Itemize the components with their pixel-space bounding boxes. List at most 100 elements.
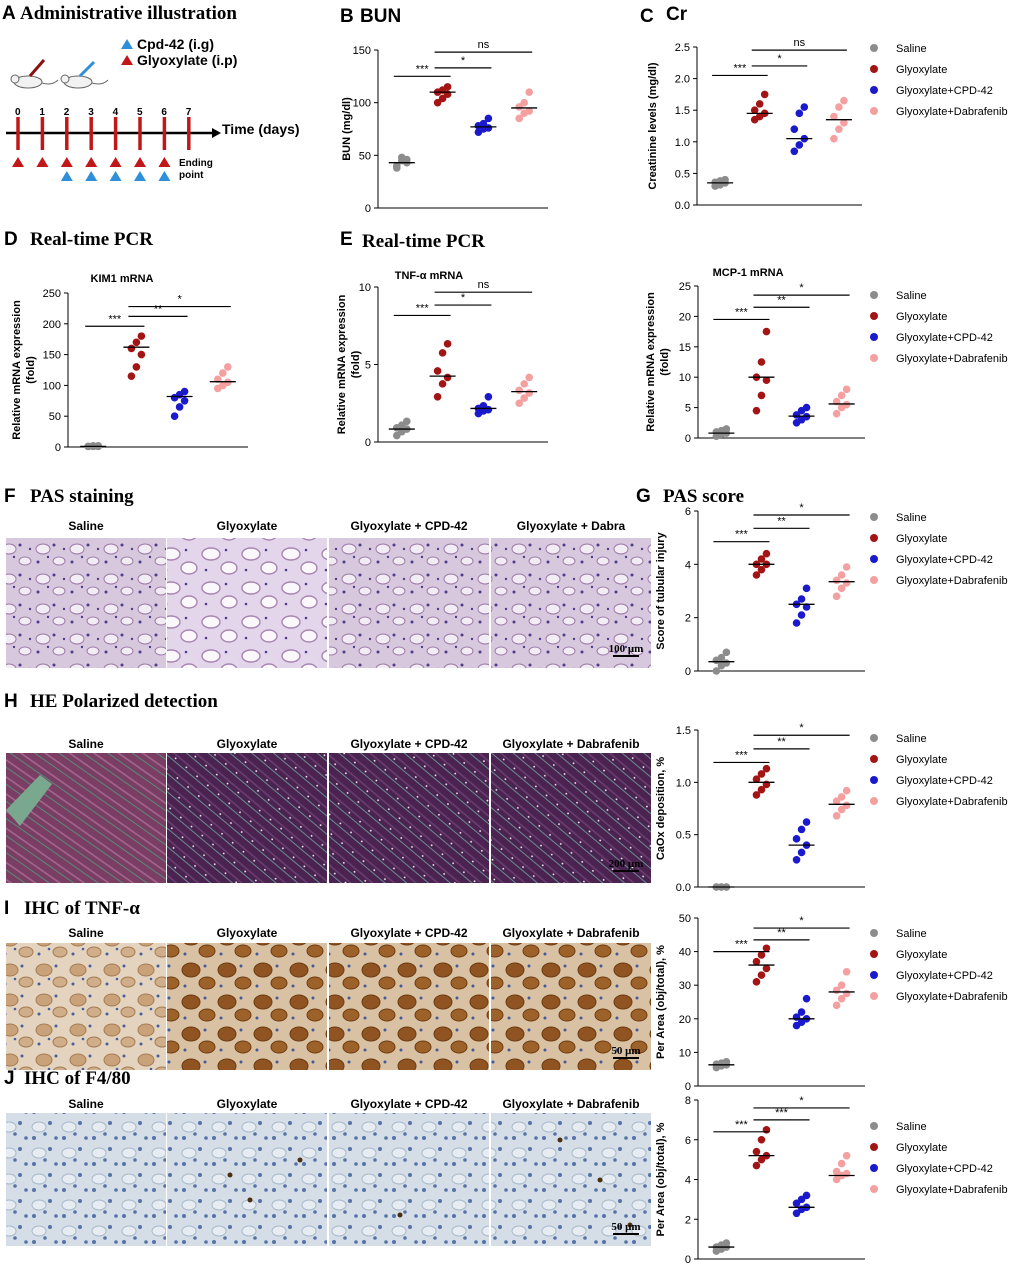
data-point [757,391,766,400]
legend-marker [870,555,878,563]
micrograph-tile [329,943,489,1070]
panel-letter-e: E [340,229,353,250]
data-point [515,386,523,395]
data-point [219,369,227,377]
glyoxylate-dose-marker [12,157,24,167]
data-point [797,1008,806,1016]
legend-marker [870,755,878,763]
group-image-label: Saline [68,737,104,751]
data-point [525,88,533,96]
significance-label: *** [735,939,749,951]
y-tick-label: 10 [359,282,371,294]
panel-letter-c: C [640,6,654,27]
data-point [224,363,232,371]
data-point [837,981,846,989]
data-point [717,653,726,662]
legend-label: Saline [896,512,927,524]
y-axis-label: Relative mRNA expression (fold) [645,292,671,432]
y-tick-label: 10 [679,372,691,384]
micrograph-tile [491,753,651,883]
significance-label: *** [733,62,747,74]
chart-creatinine: 0.0 0.5 1.0 1.5 2.0 2.5 Creatinine levels (mg/… [647,37,1008,212]
y-axis-label: Per Area (obj/total), % [655,945,667,1059]
y-tick-label: 20 [679,311,691,323]
micrograph-tile [6,1113,166,1246]
legend-label: Glyoxylate+Dabrafenib [896,106,1008,118]
legend-marker [870,734,878,742]
legend-marker [870,1164,878,1172]
legend-marker [870,333,878,341]
legend-label: Glyoxylate+Dabrafenib [896,991,1008,1003]
panel-letter-a: A [2,3,16,24]
data-point [752,571,761,579]
glyoxylate-triangle-icon [121,55,133,65]
data-point [180,397,189,405]
group-image-label: Glyoxylate + CPD-42 [350,1097,467,1111]
data-point [393,162,401,170]
data-point [757,565,766,574]
y-tick-label: 0.5 [676,830,691,842]
y-axis-label: BUN (mg/dl) [341,97,353,161]
group-image-label: Glyoxylate [217,737,278,751]
scale-bar-label: 50 μm [611,1221,640,1233]
chart-mcp1-mrna: 0 5 10 15 20 25 Relative mRNA expression (fold)… [645,267,1008,445]
data-point [792,619,801,627]
group-image-label: Glyoxylate + Dabra [517,519,626,533]
significance-label: *** [735,1119,749,1131]
y-tick-label: 6 [685,506,691,518]
significance-label: ** [154,303,163,315]
y-tick-label: 50 [49,411,61,423]
legend-label: Glyoxylate+Dabrafenib [896,575,1008,587]
legend-marker [870,971,878,979]
data-point [762,327,771,336]
day-label: 3 [88,107,94,118]
panel-title-g: PAS score [663,486,744,507]
legend-marker [870,1143,878,1151]
data-point [132,338,141,347]
group-image-label: Saline [68,519,104,533]
data-point [752,978,761,986]
chart-subtitle: KIM1 mRNA [91,273,154,285]
micrograph-tile [6,753,166,883]
scale-bar-label: 200 μm [609,858,644,870]
data-point [752,1147,761,1156]
data-point [752,406,761,415]
ihc-f480-row: Saline Glyoxylate Glyoxylate + CPD-42 Glyox… [6,1097,651,1246]
data-point [802,584,811,593]
glyoxylate-dose-marker [36,157,49,167]
data-point [790,125,799,133]
data-point [757,785,766,794]
legend-label: Glyoxylate+CPD-42 [896,332,993,344]
y-tick-label: 0 [365,203,371,215]
group-image-label: Glyoxylate [217,519,278,533]
panel-letter-g: G [636,486,651,507]
y-tick-label: 0 [685,433,691,445]
data-point [842,786,851,795]
micrograph-tile [329,753,489,883]
data-point [484,124,493,132]
day-label: 5 [137,107,143,118]
panel-title-d: Real-time PCR [30,229,153,250]
data-point [835,103,843,111]
chart-kim1: 0 50 100 150 200 250 Relative mRNA expression(… [11,273,248,454]
data-point [757,555,766,563]
significance-label: * [799,282,804,294]
legend-marker [870,44,878,52]
group-image-label: Saline [68,1097,104,1111]
data-point [842,1169,851,1178]
data-point [752,1161,761,1170]
data-point [837,994,846,1003]
data-point [127,372,136,380]
data-point [762,376,771,385]
y-tick-label: 2 [685,1214,691,1226]
legend-label: Saline [896,928,927,940]
data-point [755,100,764,108]
significance-label: ns [793,37,805,49]
glyoxylate-dose-marker [134,157,146,167]
y-tick-label: 0 [365,437,371,449]
y-tick-label: 50 [359,150,371,162]
